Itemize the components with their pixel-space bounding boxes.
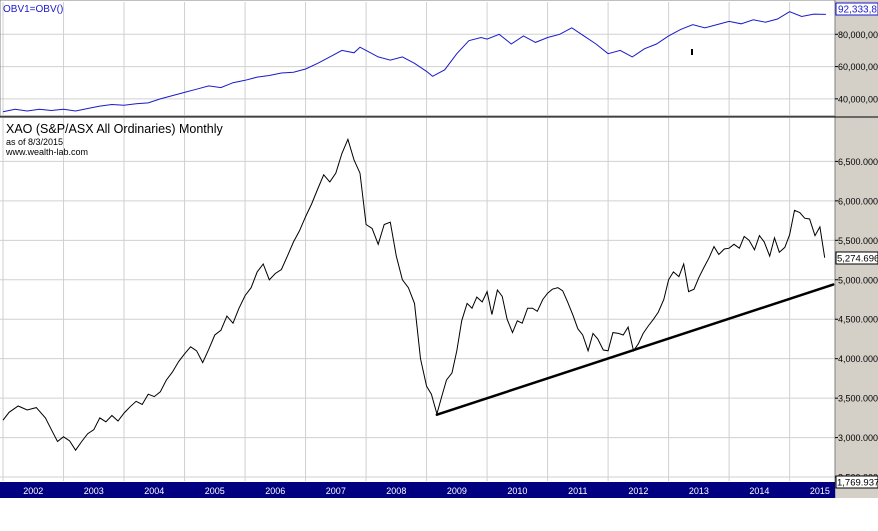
chart-subtitle: as of 8/3/2015	[6, 137, 63, 147]
x-tick-label: 2014	[749, 486, 769, 496]
obv-panel-frame	[0, 0, 836, 117]
price-bottom-value-box	[835, 475, 878, 489]
obv-tick-label: 60,000,000	[838, 62, 878, 72]
price-bottom-value: 1,769.937	[837, 478, 878, 489]
price-last-value-box	[835, 251, 878, 265]
price-tick-label: 4,000.000	[838, 354, 878, 364]
x-axis-bar	[0, 482, 835, 498]
price-tick-label: 4,500.000	[838, 315, 878, 325]
x-axis-labels: 2002 2003 2004 2005 2006 2007 2008 2009 2010 2011…	[23, 486, 830, 496]
obv-last-value: 92,333,82	[838, 5, 878, 16]
x-tick-label: 2005	[205, 486, 225, 496]
x-tick-label: 2011	[568, 486, 587, 496]
x-tick-label: 2015	[810, 486, 830, 496]
x-tick-label: 2008	[386, 486, 406, 496]
right-axis-gutter	[835, 0, 878, 531]
price-tick-label: 3,500.000	[838, 394, 878, 404]
x-tick-label: 2003	[84, 486, 104, 496]
price-tick-label: 5,000.000	[838, 275, 878, 285]
x-tick-label: 2013	[689, 486, 709, 496]
price-line	[2, 137, 826, 452]
x-tick-label: 2004	[144, 486, 164, 496]
chart-source: www.wealth-lab.com	[5, 147, 88, 157]
price-tick-label: 5,500.000	[838, 236, 878, 246]
x-tick-label: 2012	[628, 486, 648, 496]
obv-marker	[691, 49, 693, 55]
price-tick-label: 6,500.000	[838, 157, 878, 167]
x-tick-label: 2010	[507, 486, 527, 496]
x-tick-label: 2009	[447, 486, 467, 496]
price-tick-label: 3,000.000	[838, 433, 878, 443]
x-tick-label: 2002	[23, 486, 43, 496]
obv-tick-label: 40,000,000	[838, 94, 878, 104]
x-tick-label: 2006	[265, 486, 285, 496]
price-last-value: 5,274.696	[837, 254, 878, 265]
obv-label: OBV1=OBV()	[3, 4, 63, 15]
x-tick-label: 2007	[326, 486, 346, 496]
obv-gridlines	[0, 2, 835, 115]
price-axis: 2,500.0003,000.0003,500.0004,000.0004,50…	[835, 157, 878, 483]
price-tick-label: 6,000.000	[838, 196, 878, 206]
obv-tick-label: 80,000,000	[838, 30, 878, 40]
obv-axis: 40,000,000 60,000,000 80,000,000	[835, 30, 878, 104]
obv-last-value-box	[835, 2, 878, 16]
support-trendline	[435, 283, 835, 416]
obv-line	[2, 11, 826, 113]
chart-title: XAO (S&P/ASX All Ordinaries) Monthly	[6, 122, 223, 136]
